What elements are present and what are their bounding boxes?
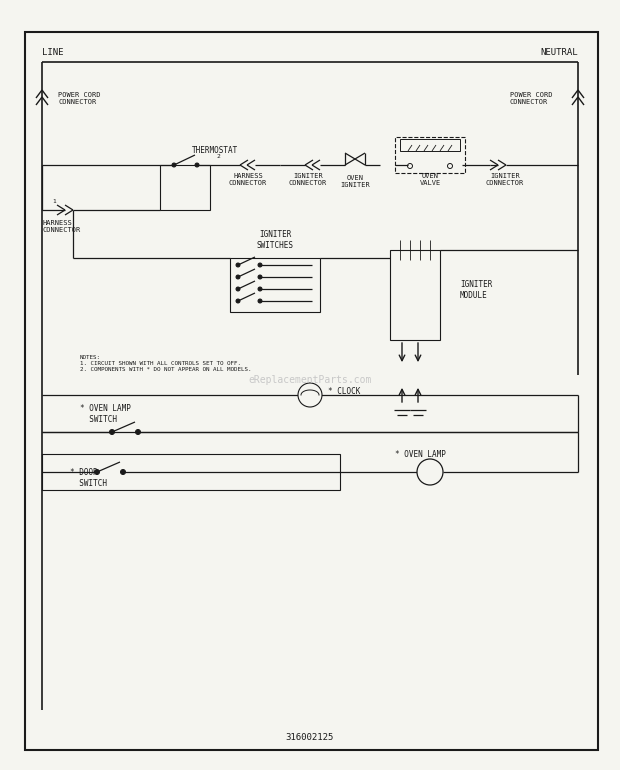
Circle shape: [298, 383, 322, 407]
Text: IGNITER
CONNECTOR: IGNITER CONNECTOR: [289, 172, 327, 186]
Text: * DOOR
  SWITCH: * DOOR SWITCH: [70, 468, 107, 487]
Text: * OVEN LAMP: * OVEN LAMP: [395, 450, 446, 458]
Bar: [390, 250, 440, 340]
Text: THERMOSTAT: THERMOSTAT: [192, 146, 238, 155]
Text: * CLOCK: * CLOCK: [328, 387, 360, 396]
Circle shape: [258, 275, 262, 279]
Circle shape: [258, 299, 262, 303]
Text: eReplacementParts.com: eReplacementParts.com: [249, 375, 371, 385]
Circle shape: [195, 163, 199, 167]
Text: HARNESS
CONNECTOR: HARNESS CONNECTOR: [42, 219, 80, 233]
Circle shape: [236, 287, 240, 291]
Text: IGNITER
CONNECTOR: IGNITER CONNECTOR: [486, 172, 524, 186]
Circle shape: [417, 459, 443, 485]
Bar: [230, 258, 320, 312]
Text: POWER CORD
CONNECTOR: POWER CORD CONNECTOR: [510, 92, 552, 105]
Circle shape: [120, 470, 125, 474]
Circle shape: [94, 470, 99, 474]
Text: IGNITER
SWITCHES: IGNITER SWITCHES: [257, 230, 293, 249]
Text: OVEN
VALVE: OVEN VALVE: [419, 172, 441, 186]
Text: LINE: LINE: [42, 48, 63, 56]
Text: HARNESS
CONNECTOR: HARNESS CONNECTOR: [229, 172, 267, 186]
Circle shape: [236, 299, 240, 303]
Circle shape: [236, 275, 240, 279]
Text: NEUTRAL: NEUTRAL: [541, 48, 578, 56]
Circle shape: [258, 263, 262, 267]
Text: POWER CORD
CONNECTOR: POWER CORD CONNECTOR: [58, 92, 100, 105]
Text: IGNITER
MODULE: IGNITER MODULE: [460, 280, 492, 300]
Text: NOTES:
1. CIRCUIT SHOWN WITH ALL CONTROLS SET TO OFF.
2. COMPONENTS WITH * DO NO: NOTES: 1. CIRCUIT SHOWN WITH ALL CONTROL…: [80, 355, 252, 372]
Circle shape: [258, 287, 262, 291]
Circle shape: [172, 163, 176, 167]
Bar: [42, 454, 340, 490]
Text: 2: 2: [216, 153, 220, 159]
Bar: [400, 139, 460, 151]
Circle shape: [136, 430, 141, 434]
Bar: [160, 165, 210, 210]
Text: 316002125: 316002125: [286, 734, 334, 742]
Text: * OVEN LAMP
  SWITCH: * OVEN LAMP SWITCH: [80, 404, 131, 424]
Circle shape: [110, 430, 115, 434]
Bar: [395, 137, 465, 173]
Text: 1: 1: [52, 199, 56, 203]
Text: OVEN
IGNITER: OVEN IGNITER: [340, 175, 370, 188]
Circle shape: [236, 263, 240, 267]
